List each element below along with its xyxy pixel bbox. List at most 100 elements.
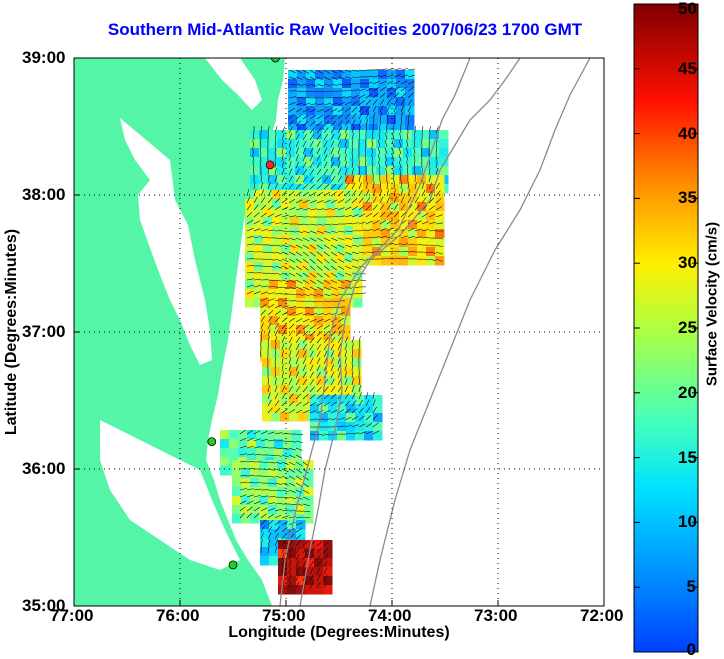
velocity-arrow bbox=[358, 133, 360, 141]
velocity-cell bbox=[349, 148, 359, 158]
velocity-arrow bbox=[421, 237, 430, 239]
velocity-arrow bbox=[267, 532, 272, 540]
velocity-arrow bbox=[358, 168, 361, 176]
velocity-cell bbox=[254, 244, 264, 254]
velocity-arrow bbox=[435, 161, 438, 169]
velocity-arrow bbox=[295, 357, 299, 365]
velocity-arrow bbox=[323, 560, 328, 568]
velocity-arrow bbox=[253, 430, 261, 435]
velocity-arrow bbox=[260, 495, 268, 498]
velocity-cell bbox=[254, 298, 264, 308]
velocity-arrow bbox=[323, 394, 330, 400]
velocity-arrow bbox=[330, 258, 337, 264]
velocity-cell bbox=[405, 115, 415, 125]
velocity-cell bbox=[337, 431, 347, 441]
velocity-arrow bbox=[344, 357, 347, 365]
velocity-arrow bbox=[288, 279, 296, 283]
velocity-cell bbox=[262, 385, 272, 395]
velocity-arrow bbox=[281, 258, 289, 263]
velocity-arrow bbox=[330, 401, 337, 407]
velocity-arrow bbox=[295, 324, 302, 330]
velocity-arrow bbox=[435, 214, 443, 218]
velocity-arrow bbox=[295, 199, 303, 204]
velocity-arrow bbox=[386, 211, 393, 218]
velocity-arrow bbox=[288, 265, 296, 270]
velocity-arrow bbox=[316, 331, 323, 337]
velocity-arrow bbox=[358, 221, 366, 225]
velocity-arrow bbox=[316, 109, 324, 113]
velocity-cell bbox=[298, 412, 308, 422]
velocity-cell bbox=[314, 325, 324, 335]
velocity-cell bbox=[315, 79, 325, 89]
velocity-cell bbox=[439, 166, 449, 176]
velocity-arrow bbox=[274, 378, 277, 386]
velocity-arrow bbox=[344, 206, 352, 211]
velocity-arrow bbox=[253, 501, 261, 505]
velocity-cell bbox=[263, 199, 273, 209]
velocity-arrow bbox=[246, 211, 253, 218]
velocity-arrow bbox=[323, 330, 330, 337]
velocity-arrow bbox=[316, 337, 322, 344]
velocity-cell bbox=[378, 79, 388, 89]
velocity-arrow bbox=[399, 168, 402, 176]
velocity-arrow bbox=[351, 206, 359, 211]
velocity-arrow bbox=[330, 337, 336, 344]
velocity-arrow bbox=[295, 102, 303, 106]
velocity-arrow bbox=[323, 350, 328, 358]
velocity-cell bbox=[439, 130, 449, 140]
velocity-arrow bbox=[309, 133, 315, 141]
velocity-arrow bbox=[406, 168, 409, 176]
colorbar-tick-label: 50 bbox=[678, 0, 697, 18]
velocity-arrow bbox=[393, 86, 400, 92]
velocity-cell bbox=[305, 307, 315, 317]
velocity-arrow bbox=[421, 213, 429, 218]
velocity-cell bbox=[277, 496, 287, 506]
velocity-arrow bbox=[288, 503, 296, 506]
velocity-arrow bbox=[428, 182, 433, 190]
velocity-cell bbox=[297, 88, 307, 98]
velocity-cell bbox=[323, 316, 333, 326]
velocity-arrow bbox=[246, 196, 251, 204]
velocity-cell bbox=[360, 97, 370, 107]
velocity-cell bbox=[220, 466, 230, 476]
velocity-cell bbox=[435, 184, 445, 194]
velocity-cell bbox=[351, 115, 361, 125]
velocity-cell bbox=[314, 307, 324, 317]
velocity-arrow bbox=[302, 76, 310, 81]
velocity-cell bbox=[408, 256, 418, 266]
velocity-cell bbox=[307, 367, 317, 377]
velocity-cell bbox=[381, 256, 391, 266]
velocity-arrow bbox=[253, 446, 261, 449]
velocity-arrow bbox=[344, 198, 351, 204]
velocity-cell bbox=[295, 175, 305, 185]
velocity-arrow bbox=[295, 528, 303, 533]
velocity-arrow bbox=[337, 114, 344, 120]
velocity-arrow bbox=[281, 533, 287, 540]
velocity-cell bbox=[316, 376, 326, 386]
velocity-arrow bbox=[309, 161, 314, 169]
velocity-arrow bbox=[281, 286, 289, 289]
velocity-arrow bbox=[372, 68, 380, 71]
velocity-arrow bbox=[407, 93, 414, 99]
velocity-arrow bbox=[407, 228, 415, 232]
velocity-arrow bbox=[413, 140, 416, 148]
velocity-arrow bbox=[323, 265, 330, 271]
velocity-cell bbox=[280, 403, 290, 413]
velocity-arrow bbox=[384, 140, 388, 148]
velocity-cell bbox=[324, 115, 334, 125]
velocity-arrow bbox=[274, 197, 281, 204]
velocity-arrow bbox=[358, 182, 362, 190]
velocity-arrow bbox=[344, 154, 347, 162]
velocity-arrow bbox=[302, 350, 307, 358]
velocity-arrow bbox=[323, 567, 328, 575]
velocity-arrow bbox=[288, 454, 296, 459]
velocity-arrow bbox=[316, 286, 324, 291]
velocity-arrow bbox=[295, 108, 303, 113]
velocity-cell bbox=[319, 413, 329, 423]
velocity-arrow bbox=[344, 433, 353, 435]
velocity-arrow bbox=[365, 126, 368, 134]
velocity-cell bbox=[360, 124, 370, 134]
velocity-arrow bbox=[295, 433, 303, 435]
velocity-arrow bbox=[337, 385, 342, 393]
velocity-arrow bbox=[267, 502, 275, 505]
